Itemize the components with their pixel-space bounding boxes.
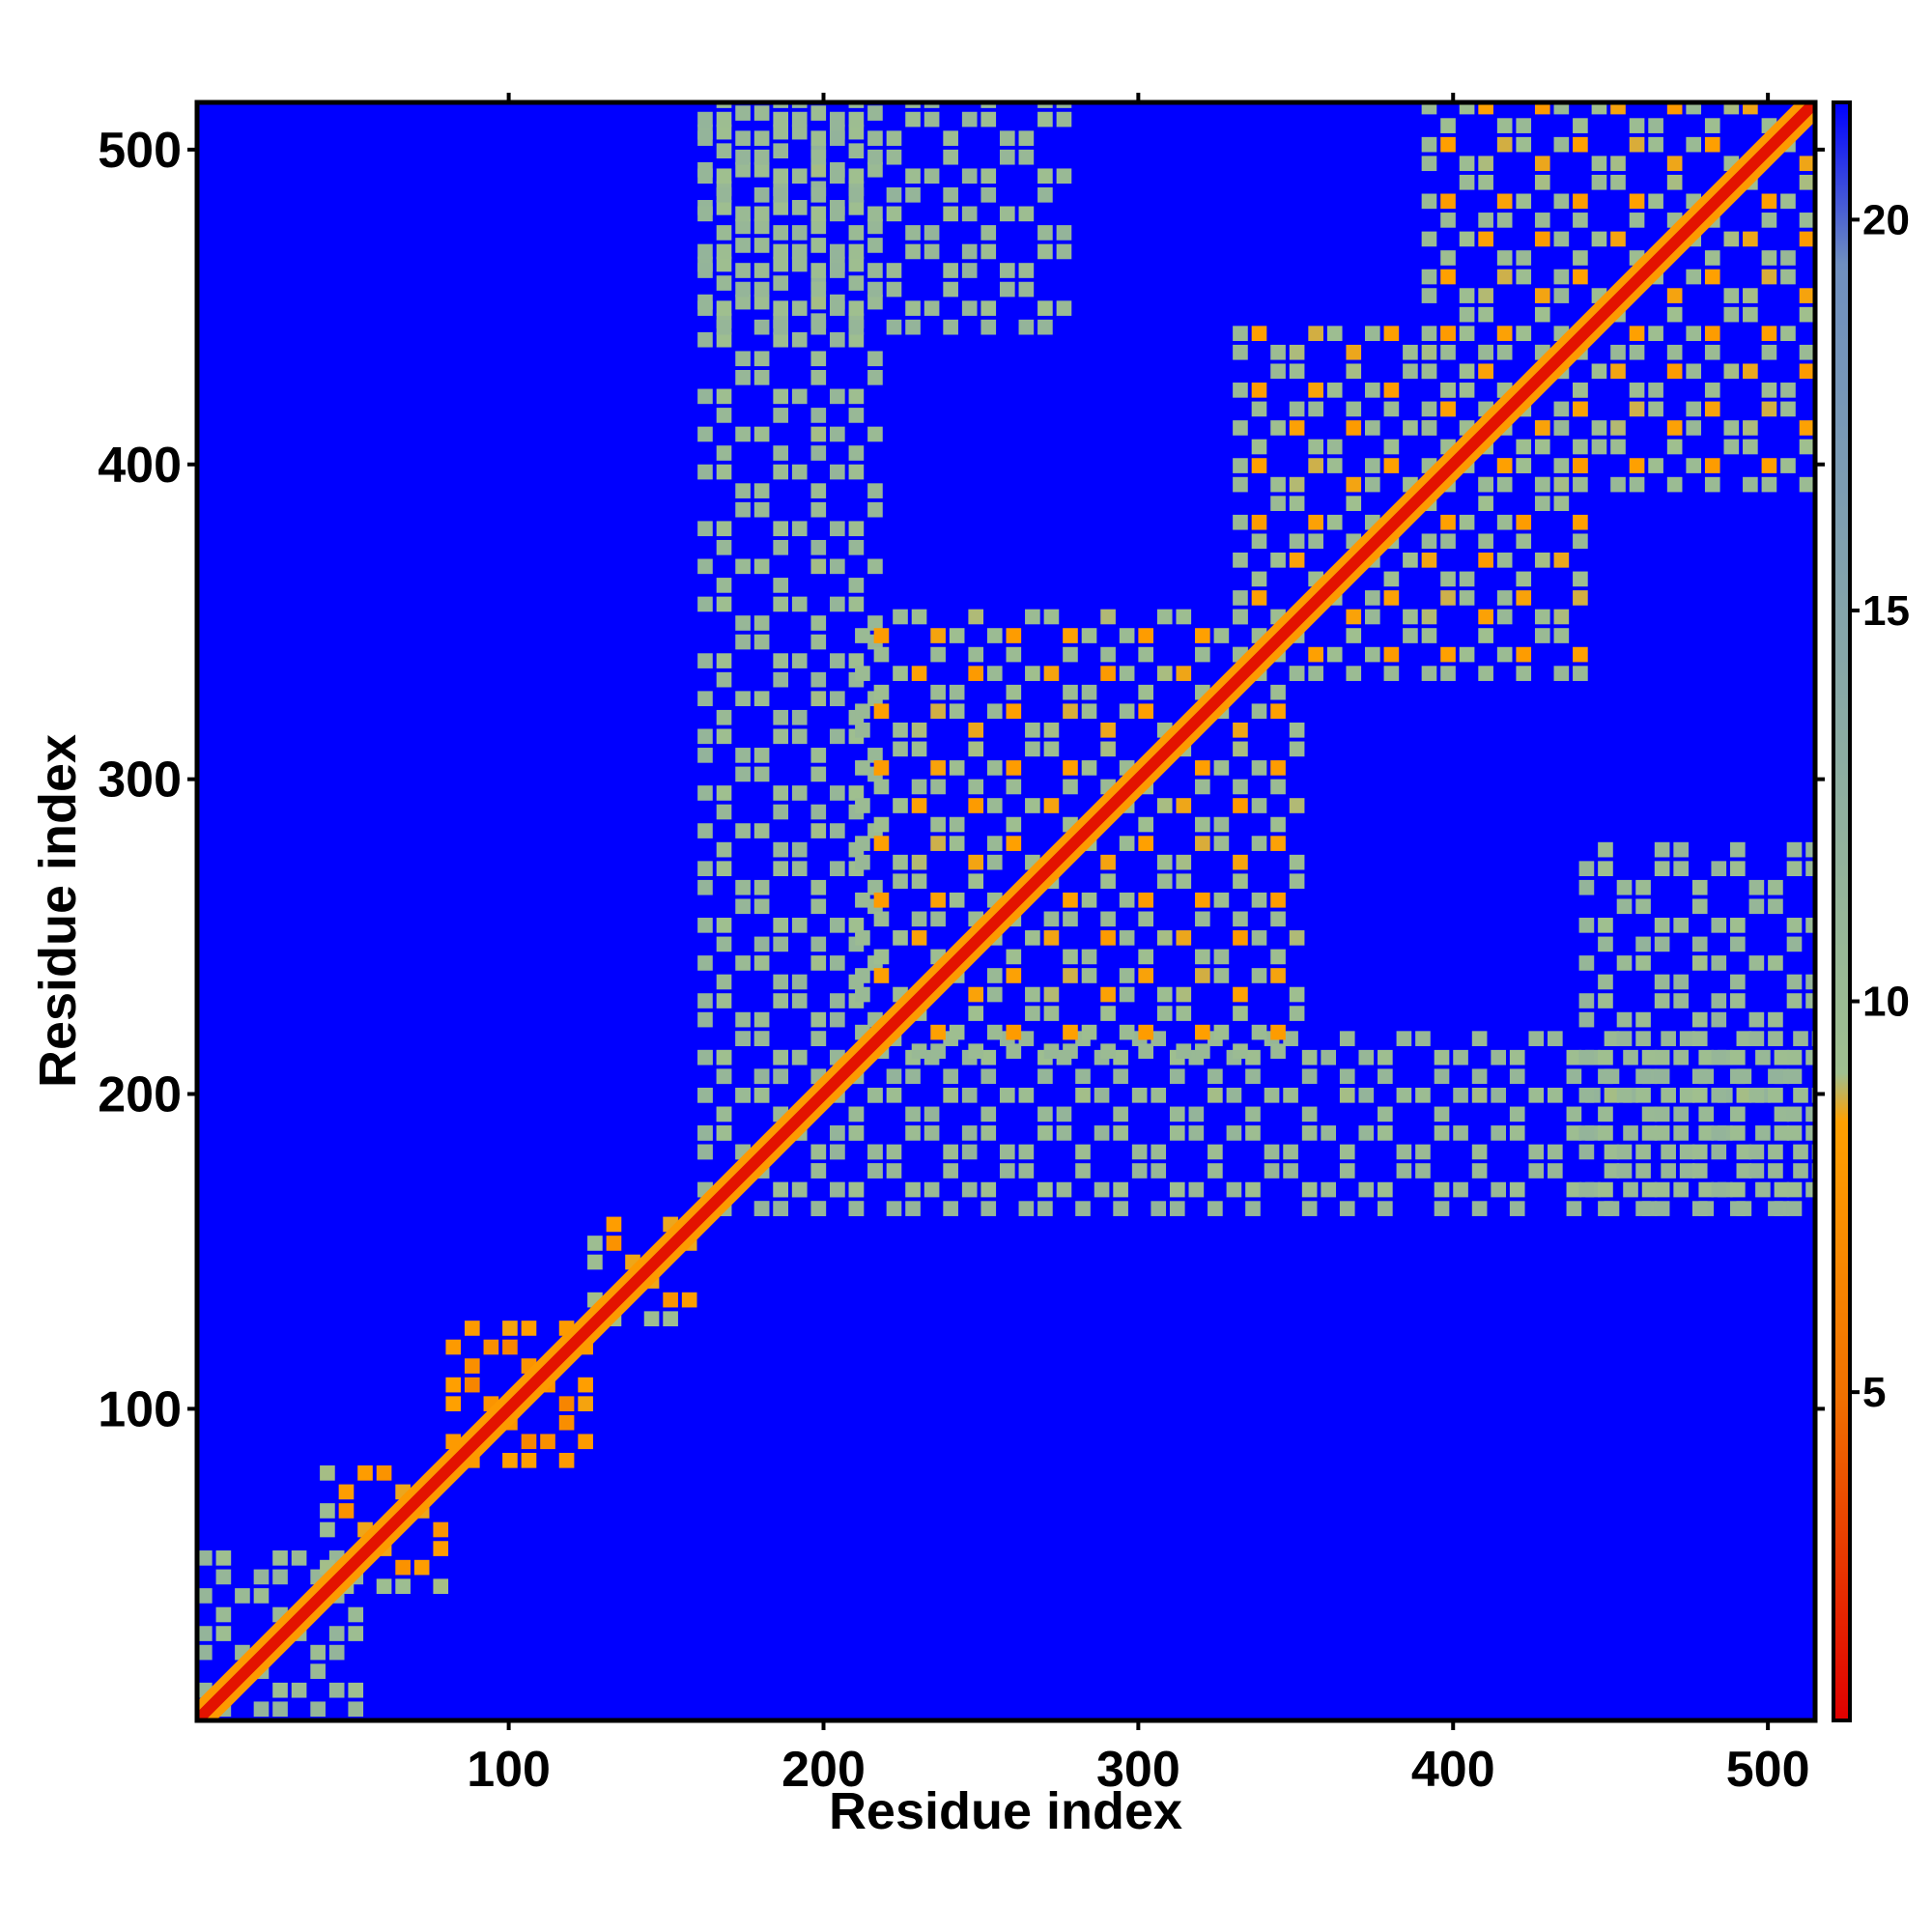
x-tick-label: 400 xyxy=(1411,1742,1495,1798)
x-tick-label: 500 xyxy=(1726,1742,1810,1798)
y-axis: 100 200 300 400 500 xyxy=(98,123,1825,1437)
y-tick-label: 400 xyxy=(98,438,182,494)
plot-frame xyxy=(194,99,1818,1723)
colorbar-tick-label: 5 xyxy=(1862,1369,1886,1416)
y-tick-label: 300 xyxy=(98,753,182,809)
colorbar: 5 10 15 20 xyxy=(1832,100,1910,1722)
colorbar-tick-label: 10 xyxy=(1862,979,1910,1026)
y-tick-label: 500 xyxy=(98,123,182,179)
y-tick-label: 200 xyxy=(98,1067,182,1123)
colorbar-tick-label: 20 xyxy=(1862,196,1910,243)
y-tick-label: 100 xyxy=(98,1381,182,1437)
colorbar-gradient xyxy=(1832,100,1852,1722)
heatmap-block xyxy=(697,102,1072,335)
x-axis: 100 200 300 400 500 xyxy=(467,93,1810,1798)
y-axis-title: Residue index xyxy=(29,734,87,1088)
x-tick-label: 100 xyxy=(467,1742,551,1798)
diagonal-line xyxy=(197,102,1815,1720)
x-tick-label: 300 xyxy=(1096,1742,1180,1798)
x-tick-label: 200 xyxy=(781,1742,866,1798)
colorbar-ticks: 5 10 15 20 xyxy=(1850,196,1910,1416)
x-axis-title: Residue index xyxy=(829,1782,1182,1840)
heatmap-block xyxy=(1578,841,1815,1216)
colorbar-tick-label: 15 xyxy=(1862,587,1910,635)
heatmap-area xyxy=(197,102,1815,1720)
